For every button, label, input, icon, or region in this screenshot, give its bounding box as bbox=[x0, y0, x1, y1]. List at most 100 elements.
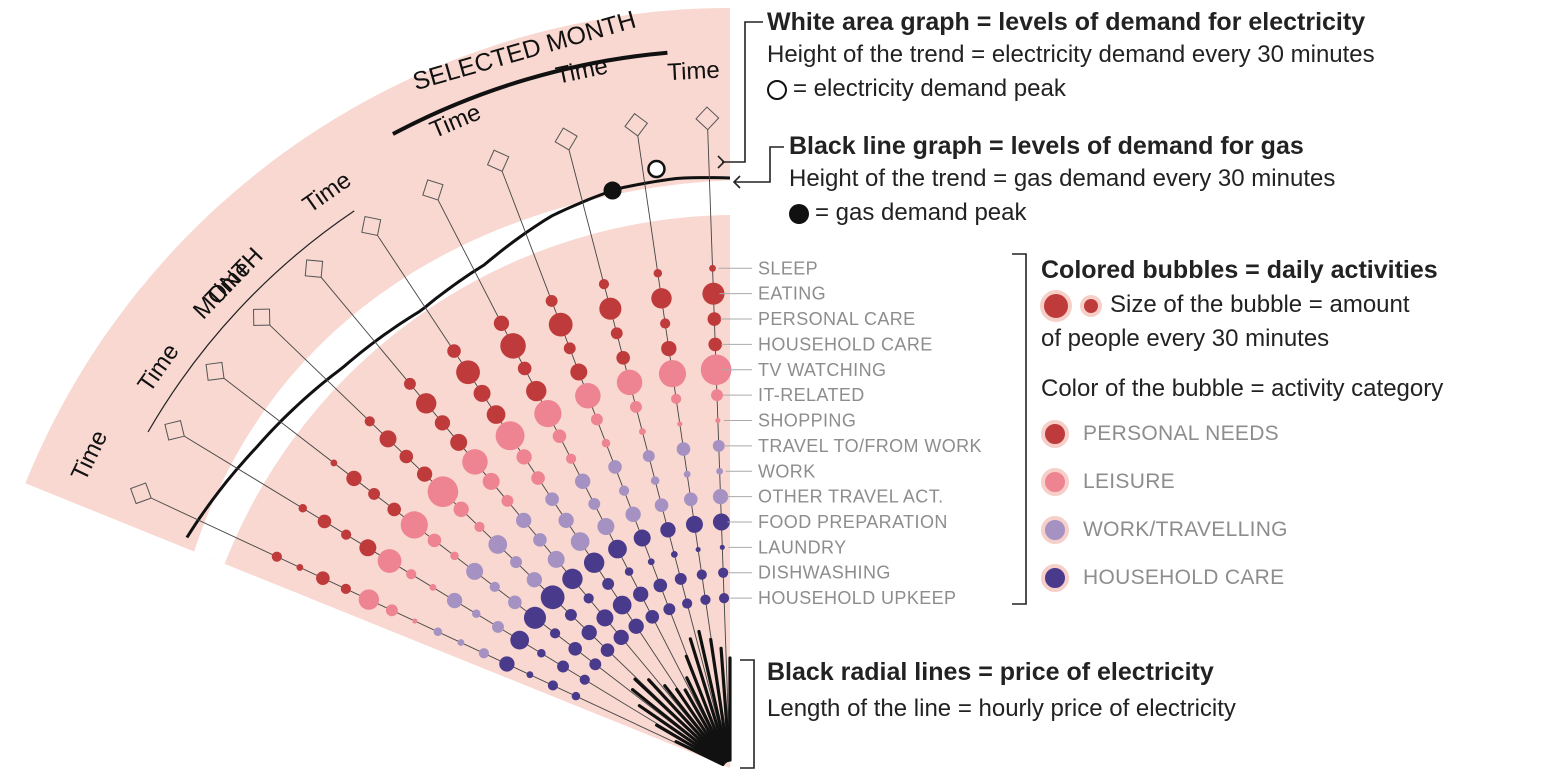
activity-bubble bbox=[630, 401, 642, 413]
legend-electricity: White area graph = levels of demand for … bbox=[767, 6, 1375, 106]
activity-bubble bbox=[531, 471, 545, 485]
electricity-price-line bbox=[697, 629, 730, 762]
activity-bubble bbox=[695, 546, 701, 553]
activity-bubble bbox=[534, 400, 562, 428]
activity-bubble bbox=[434, 415, 451, 431]
activity-bubble bbox=[552, 429, 567, 443]
activity-bubble bbox=[545, 492, 559, 507]
work-travelling-swatch-icon bbox=[1041, 516, 1069, 544]
electricity-price-lines bbox=[630, 629, 732, 767]
activity-bubble bbox=[547, 550, 565, 568]
activity-bubbles bbox=[271, 264, 732, 701]
legend-gas: Black line graph = levels of demand for … bbox=[789, 130, 1335, 230]
legend-gas-peak: = gas demand peak bbox=[815, 199, 1027, 226]
background-bands bbox=[25, 8, 730, 768]
activity-bubble bbox=[492, 620, 504, 633]
time-marker-icon bbox=[695, 106, 720, 131]
activity-bubble bbox=[453, 501, 469, 517]
legend-radial-title: Black radial lines = price of electricit… bbox=[767, 658, 1214, 686]
activity-bubble bbox=[716, 467, 724, 475]
activity-bubble bbox=[638, 428, 646, 435]
spoke bbox=[376, 234, 720, 752]
legend-connectors bbox=[717, 21, 1027, 769]
activity-bubble bbox=[651, 288, 672, 309]
activity-bubble bbox=[670, 550, 678, 558]
activity-bubble bbox=[583, 593, 594, 604]
legend-electricity-height: Height of the trend = electricity demand… bbox=[767, 41, 1375, 68]
electricity-arrow-icon bbox=[717, 155, 726, 169]
activity-bubble bbox=[450, 433, 468, 451]
activity-bubble bbox=[341, 529, 352, 540]
activity-bubble bbox=[575, 473, 591, 489]
activity-bubble bbox=[416, 466, 433, 482]
electricity-price-line bbox=[688, 637, 730, 762]
activity-bubble bbox=[671, 393, 682, 404]
activity-bubble bbox=[718, 593, 730, 604]
electricity-demand-area bbox=[194, 180, 730, 564]
activity-bubble bbox=[473, 384, 491, 402]
activity-bubble bbox=[516, 512, 532, 529]
activity-bubble bbox=[589, 658, 602, 671]
legend-gas-title: Black line graph = levels of demand for … bbox=[789, 132, 1304, 160]
legend-radial-length: Length of the line = hourly price of ele… bbox=[767, 695, 1236, 722]
legend-gas-height: Height of the trend = gas demand every 3… bbox=[789, 165, 1336, 192]
activity-bubble bbox=[548, 312, 573, 337]
electricity-connector bbox=[722, 21, 763, 163]
gas-peak-icon bbox=[603, 181, 622, 200]
activity-bubble bbox=[718, 567, 729, 578]
activity-bubble bbox=[545, 294, 558, 307]
time-marker-icon bbox=[361, 215, 382, 236]
activity-bubble bbox=[406, 569, 417, 580]
electricity-price-line bbox=[684, 654, 729, 763]
activity-bubble bbox=[501, 494, 514, 507]
activity-bubble bbox=[676, 442, 691, 456]
category-list: PERSONAL NEEDS LEISURE WORK/TRAVELLING H… bbox=[1041, 410, 1443, 602]
activity-bubble bbox=[715, 417, 721, 424]
activity-bubble bbox=[613, 629, 629, 646]
electricity-price-line bbox=[719, 646, 732, 762]
category-household-care: HOUSEHOLD CARE bbox=[1041, 554, 1443, 602]
activity-bubble bbox=[499, 656, 515, 672]
activity-bubble bbox=[600, 643, 615, 657]
spoke bbox=[501, 169, 724, 750]
activity-bubble bbox=[296, 564, 304, 571]
activity-bubble bbox=[610, 327, 623, 340]
activity-bubble bbox=[537, 649, 546, 658]
large-bubble-icon bbox=[1044, 293, 1068, 318]
activity-bubble bbox=[645, 609, 660, 624]
activity-bubble bbox=[510, 630, 530, 650]
activity-bubble bbox=[702, 282, 725, 305]
activity-bubble bbox=[677, 421, 683, 427]
activity-bubble bbox=[579, 674, 590, 685]
background-band bbox=[25, 8, 730, 768]
activity-bubble bbox=[558, 512, 574, 529]
activity-bubble bbox=[486, 405, 506, 424]
activity-bubble bbox=[683, 470, 691, 478]
activity-bubble bbox=[549, 628, 561, 639]
activity-bubble bbox=[597, 517, 615, 535]
activity-bubble bbox=[601, 438, 611, 448]
month-arcs bbox=[147, 50, 668, 433]
activity-bubble bbox=[633, 529, 651, 547]
activity-bubble bbox=[379, 430, 397, 448]
selected-month-arc bbox=[391, 50, 668, 136]
electricity-price-line bbox=[685, 676, 729, 763]
electricity-price-line bbox=[633, 677, 726, 765]
activity-bubble bbox=[433, 627, 443, 637]
activity-bubble bbox=[684, 492, 698, 507]
time-marker-icon bbox=[486, 149, 510, 172]
time-marker-icon bbox=[304, 259, 324, 278]
activity-bubble bbox=[618, 485, 630, 496]
activity-bubble bbox=[526, 671, 534, 679]
activity-bubble bbox=[359, 539, 377, 557]
spoke bbox=[182, 435, 714, 758]
activity-label: IT-RELATED bbox=[758, 385, 865, 405]
time-marker-icon bbox=[554, 127, 578, 151]
activity-bubble bbox=[588, 497, 601, 510]
activity-bubble bbox=[517, 361, 532, 376]
activity-bubble bbox=[429, 583, 437, 591]
spoke bbox=[707, 128, 730, 749]
activity-bubble bbox=[616, 351, 630, 365]
activity-label: HOUSEHOLD CARE bbox=[758, 334, 933, 354]
activity-bubble bbox=[674, 572, 687, 585]
